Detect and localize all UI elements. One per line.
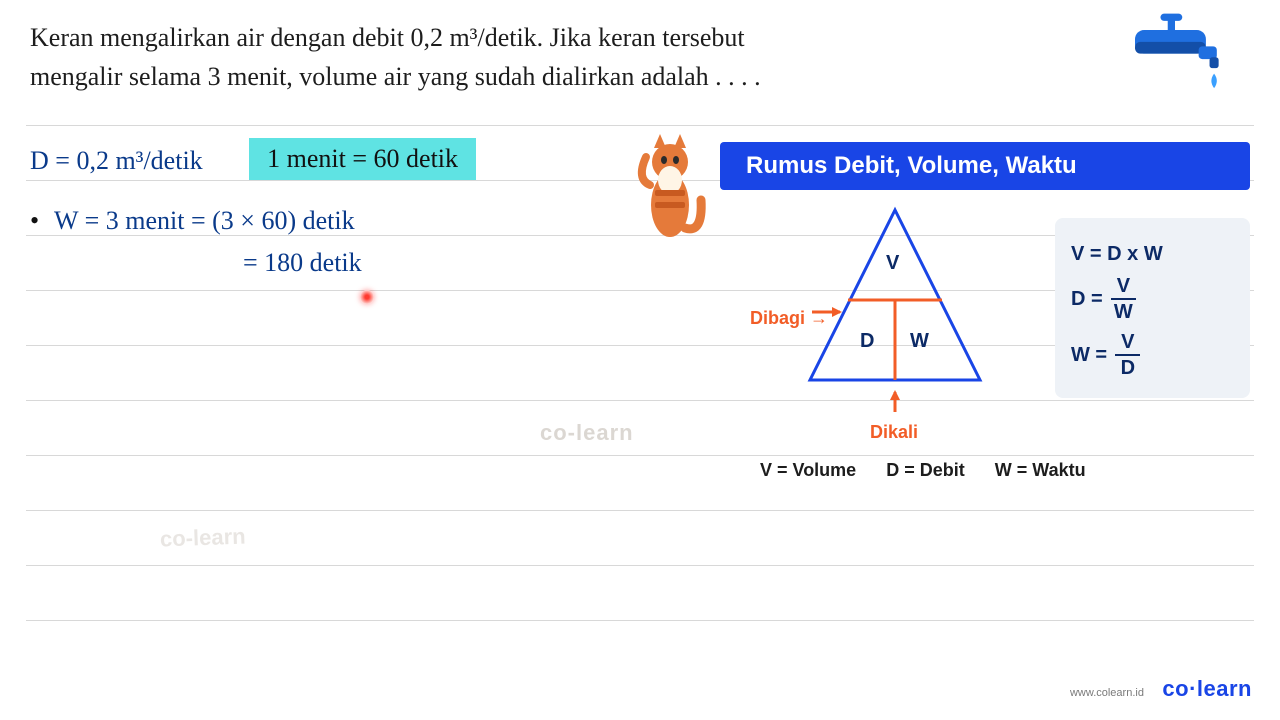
- question-line-1: Keran mengalirkan air dengan debit 0,2 m…: [30, 23, 745, 52]
- legend-w: W = Waktu: [995, 460, 1086, 480]
- dibagi-label: Dibagi →: [750, 308, 828, 329]
- formula-v: V = D x W: [1071, 242, 1234, 266]
- question-text: Keran mengalirkan air dengan debit 0,2 m…: [30, 18, 970, 96]
- legend-v: V = Volume: [760, 460, 856, 480]
- faucet-icon: [1130, 10, 1240, 110]
- triangle-v-label: V: [886, 252, 899, 275]
- pointer-dot: [360, 290, 374, 304]
- formula-triangle: V D W Dibagi → Dikali: [750, 200, 1030, 450]
- triangle-w-label: W: [910, 330, 929, 353]
- triangle-d-label: D: [860, 330, 874, 353]
- question-line-2: mengalir selama 3 menit, volume air yang…: [30, 62, 761, 91]
- formula-panel-title: Rumus Debit, Volume, Waktu: [720, 142, 1250, 190]
- watermark-center: co-learn: [540, 420, 634, 446]
- cat-icon: [630, 130, 710, 250]
- dikali-label: Dikali: [870, 422, 918, 443]
- formula-box: V = D x W D = V W W = V D: [1055, 218, 1250, 398]
- legend-d: D = Debit: [886, 460, 965, 480]
- w-expression-1: W = 3 menit = (3 × 60) detik: [54, 206, 355, 235]
- bullet-icon: •: [30, 206, 48, 236]
- footer-url: www.colearn.id: [1070, 687, 1144, 699]
- d-expression: D = 0,2 m³/detik: [30, 146, 203, 175]
- conversion-highlight: 1 menit = 60 detik: [249, 138, 476, 180]
- formula-d: D = V W: [1071, 276, 1234, 322]
- watermark-bottom-left: co-learn: [160, 524, 246, 553]
- worked-steps: D = 0,2 m³/detik 1 menit = 60 detik • W …: [30, 140, 476, 278]
- w-expression-2: = 180 detik: [243, 248, 362, 277]
- formula-w: W = V D: [1071, 332, 1234, 378]
- footer-brand: co·learn: [1162, 676, 1252, 701]
- formula-legend: V = Volume D = Debit W = Waktu: [760, 460, 1086, 481]
- footer: www.colearn.id co·learn: [1070, 676, 1252, 702]
